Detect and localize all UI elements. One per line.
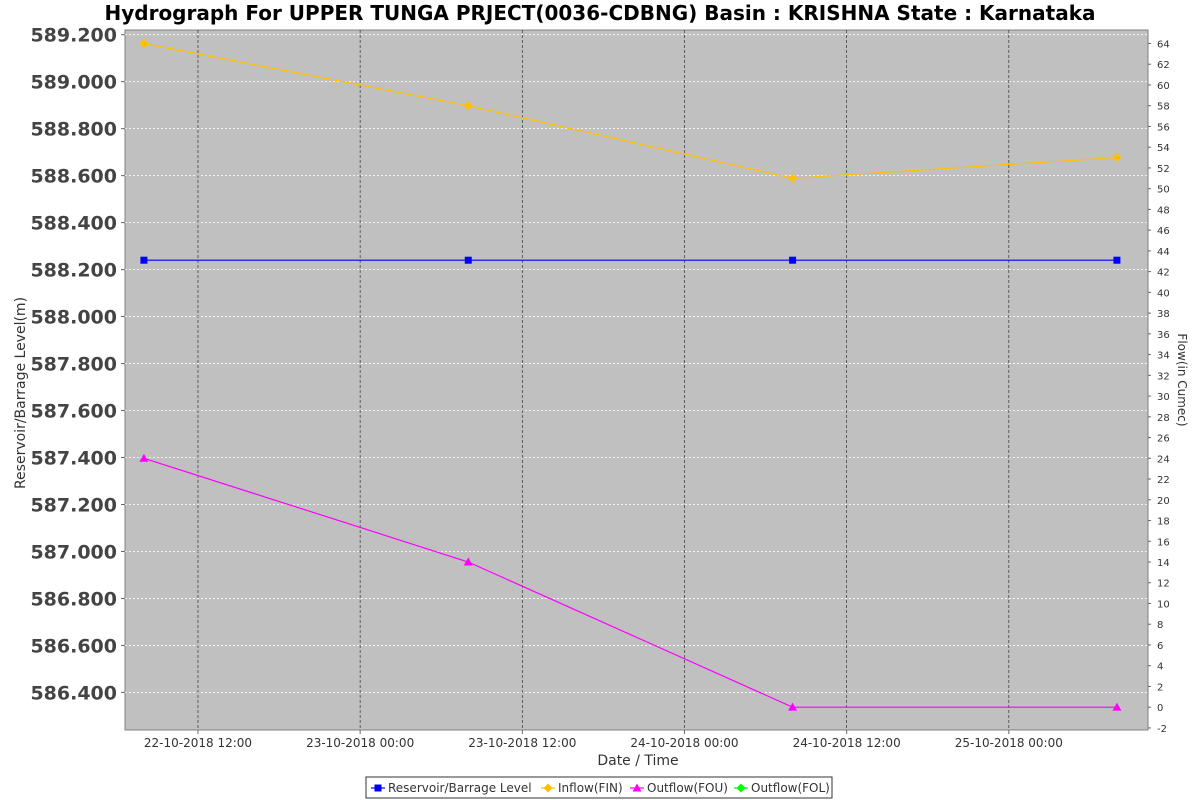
y-right-tick-label: 48: [1157, 205, 1170, 216]
y-right-tick-label: 18: [1157, 517, 1170, 528]
y-right-tick-label: 56: [1157, 122, 1170, 133]
y-left-tick-label: 586.400: [30, 682, 117, 704]
y-right-tick-label: 14: [1157, 558, 1170, 569]
legend-marker: [543, 783, 553, 793]
y-right-tick-label: 58: [1157, 102, 1170, 113]
chart-title: Hydrograph For UPPER TUNGA PRJECT(0036-C…: [104, 1, 1095, 25]
y-right-tick-label: -2: [1157, 724, 1167, 735]
x-tick-label: 24-10-2018 00:00: [630, 736, 738, 750]
y-axis-right-ticks: -202468101214161820222426283032343638404…: [1148, 39, 1170, 735]
y-axis-left-label: Reservoir/Barrage Level(m): [13, 297, 29, 489]
data-point: [1112, 702, 1122, 711]
y-left-tick-label: 587.200: [30, 494, 117, 516]
y-left-tick-label: 588.200: [30, 260, 117, 282]
y-right-tick-label: 40: [1157, 288, 1170, 299]
y-right-tick-label: 12: [1157, 579, 1170, 590]
series-line: [143, 457, 1117, 708]
y-right-tick-label: 16: [1157, 537, 1170, 548]
y-right-tick-label: 62: [1157, 60, 1170, 71]
series-layer: [139, 38, 1122, 711]
y-right-tick-label: 22: [1157, 475, 1170, 486]
y-left-tick-label: 589.000: [30, 72, 117, 94]
data-point: [463, 557, 473, 566]
data-point: [789, 256, 797, 264]
y-right-tick-label: 2: [1157, 682, 1163, 693]
y-right-tick-label: 28: [1157, 413, 1170, 424]
data-point: [463, 101, 473, 111]
y-left-tick-label: 588.000: [30, 307, 117, 329]
y-left-tick-label: 589.200: [30, 25, 117, 47]
y-right-tick-label: 4: [1157, 662, 1163, 673]
y-right-tick-label: 20: [1157, 496, 1170, 507]
legend-marker: [374, 784, 382, 792]
plot-area: [124, 29, 1149, 731]
x-tick-label: 24-10-2018 12:00: [793, 736, 901, 750]
y-right-tick-label: 32: [1157, 371, 1170, 382]
legend: [365, 776, 833, 799]
x-axis-label: Date / Time: [597, 753, 678, 769]
y-right-tick-label: 52: [1157, 164, 1170, 175]
y-right-tick-label: 30: [1157, 392, 1170, 403]
x-tick-label: 23-10-2018 12:00: [468, 736, 576, 750]
x-tick-label: 23-10-2018 00:00: [306, 736, 414, 750]
y-right-tick-label: 10: [1157, 599, 1170, 610]
legend-label: Outflow(FOU): [647, 781, 728, 795]
legend-items: Reservoir/Barrage Level Inflow(FIN) Outflo…: [371, 781, 830, 795]
y-left-tick-label: 587.800: [30, 354, 117, 376]
y-axis-right-label: Flow(in Cumec): [1175, 333, 1189, 426]
data-point: [788, 702, 798, 711]
y-left-tick-label: 587.400: [30, 448, 117, 470]
series-line: [143, 42, 1117, 179]
y-left-tick-label: 586.800: [30, 588, 117, 610]
legend-marker: [736, 783, 746, 793]
y-right-tick-label: 50: [1157, 185, 1170, 196]
y-left-tick-label: 588.400: [30, 213, 117, 235]
x-tick-label: 22-10-2018 12:00: [144, 736, 252, 750]
legend-marker: [632, 783, 642, 792]
y-right-tick-label: 26: [1157, 434, 1170, 445]
grid-lines: [125, 30, 1148, 730]
y-right-tick-label: 64: [1157, 39, 1170, 50]
y-right-tick-label: 54: [1157, 143, 1170, 154]
y-right-tick-label: 60: [1157, 81, 1170, 92]
data-point: [464, 256, 472, 264]
data-point: [788, 173, 798, 183]
y-right-tick-label: 38: [1157, 309, 1170, 320]
x-axis-ticks: 22-10-2018 12:00 23-10-2018 00:00 23-10-20…: [144, 730, 1063, 750]
y-right-tick-label: 36: [1157, 330, 1170, 341]
data-point: [1113, 256, 1121, 264]
y-right-tick-label: 44: [1157, 247, 1170, 258]
data-point: [139, 453, 149, 462]
data-point: [1112, 153, 1122, 163]
legend-label: Reservoir/Barrage Level: [388, 781, 532, 795]
y-left-tick-label: 586.600: [30, 635, 117, 657]
y-right-tick-label: 8: [1157, 620, 1163, 631]
legend-label: Outflow(FOL): [751, 781, 830, 795]
y-right-tick-label: 6: [1157, 641, 1163, 652]
y-right-tick-label: 42: [1157, 268, 1170, 279]
y-axis-left-ticks: 586.400 586.600 586.800 587.000 587.200 587.4…: [30, 25, 125, 704]
y-right-tick-label: 0: [1157, 703, 1163, 714]
data-point: [140, 256, 148, 264]
y-left-tick-label: 587.000: [30, 541, 117, 563]
y-right-tick-label: 34: [1157, 351, 1170, 362]
data-point: [139, 38, 149, 48]
y-right-tick-label: 24: [1157, 454, 1170, 465]
y-left-tick-label: 588.600: [30, 166, 117, 188]
legend-label: Inflow(FIN): [558, 781, 623, 795]
x-tick-label: 25-10-2018 00:00: [955, 736, 1063, 750]
y-right-tick-label: 46: [1157, 226, 1170, 237]
y-left-tick-label: 587.600: [30, 401, 117, 423]
y-left-tick-label: 588.800: [30, 119, 117, 141]
